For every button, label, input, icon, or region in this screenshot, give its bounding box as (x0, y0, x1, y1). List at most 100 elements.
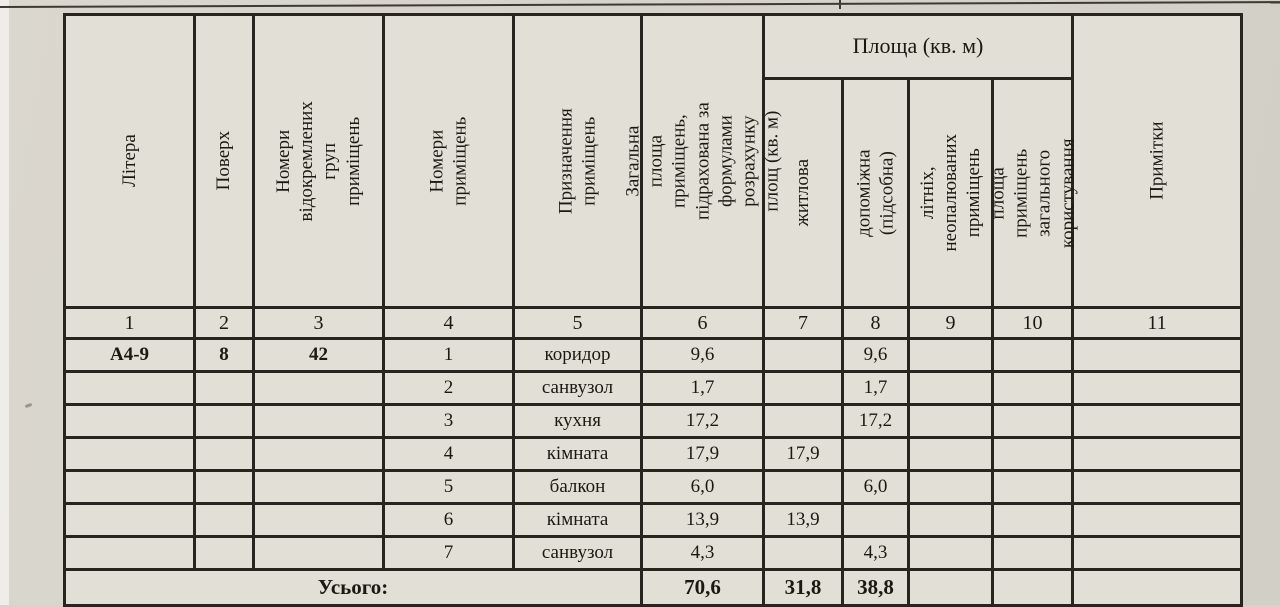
totals-dopomizhna: 38,8 (841, 568, 910, 607)
col-header-zhytlova: житлова (762, 77, 844, 309)
cell-notes (1071, 370, 1244, 406)
col-header-total-area: Загальна площа приміщень, підрахована за… (622, 13, 782, 309)
table-row: 7 санвузол 4,3 4,3 (63, 535, 1244, 571)
header-row-area-subcolumns: житлова допоміжна (підсобна) літніх, нео… (65, 77, 1242, 309)
cell-group-number (252, 502, 385, 538)
col-header-notes: Примітки (1071, 13, 1244, 309)
column-number: 3 (252, 306, 385, 340)
table-row: 5 балкон 6,0 6,0 (63, 469, 1244, 505)
cell-group-number (252, 436, 385, 472)
cell-notes (1071, 337, 1244, 373)
cell-dopomizhna: 1,7 (841, 370, 910, 406)
cell-purpose: кухня (512, 403, 643, 439)
cell-group-number (252, 469, 385, 505)
cell-zhytlova: 13,9 (762, 502, 844, 538)
cell-litnikh (907, 436, 994, 472)
col-header-litera: Літера (63, 13, 196, 309)
table-row: 3 кухня 17,2 17,2 (63, 403, 1244, 439)
cell-total-area: 4,3 (640, 535, 765, 571)
column-numbers-row: 1 2 3 4 5 6 7 8 9 10 11 (63, 306, 1244, 340)
column-number: 5 (512, 306, 643, 340)
cell-litnikh (907, 535, 994, 571)
col-header-poverh: Поверх (193, 13, 255, 309)
cell-litnikh (907, 502, 994, 538)
cell-zhytlova (762, 337, 844, 373)
cell-purpose: кімната (512, 436, 643, 472)
cell-poverh (193, 436, 255, 472)
cell-notes (1071, 403, 1244, 439)
cell-zagalnogo (990, 436, 1075, 472)
col-header-dopomizhna-label: допоміжна (підсобна) (853, 149, 898, 237)
col-header-litera-label: Літера (118, 134, 140, 188)
cell-group-number (252, 370, 385, 406)
table-row: 2 санвузол 1,7 1,7 (63, 370, 1244, 406)
col-header-notes-label: Примітки (1146, 121, 1168, 201)
cell-zagalnogo (990, 337, 1075, 373)
cell-dopomizhna: 9,6 (841, 337, 910, 373)
cell-notes (1071, 502, 1244, 538)
cell-zagalnogo (990, 403, 1075, 439)
totals-zhytlova: 31,8 (762, 568, 844, 607)
cell-poverh (193, 370, 255, 406)
cell-purpose: коридор (512, 337, 643, 373)
column-number: 9 (907, 306, 994, 340)
totals-total-area: 70,6 (640, 568, 765, 607)
paper-edge-strip (0, 0, 9, 605)
column-number: 10 (990, 306, 1075, 340)
cell-zagalnogo (990, 469, 1075, 505)
cell-litera (63, 502, 196, 538)
cell-zagalnogo (990, 370, 1075, 406)
cell-zhytlova: 17,9 (762, 436, 844, 472)
cell-zagalnogo (990, 502, 1075, 538)
col-header-litnikh-label: літніх, неопалюваних приміщень (916, 134, 985, 252)
column-number: 7 (762, 306, 844, 340)
cell-total-area: 13,9 (640, 502, 765, 538)
previous-row-remnant-line (0, 1, 1280, 8)
cell-litera (63, 403, 196, 439)
col-header-room-numbers-label: Номери приміщень (426, 116, 471, 206)
column-number: 6 (640, 306, 765, 340)
col-header-poverh-label: Поверх (213, 131, 235, 191)
cell-dopomizhna: 6,0 (841, 469, 910, 505)
cell-room-number: 3 (382, 403, 515, 439)
cell-zhytlova (762, 370, 844, 406)
cell-group-number (252, 403, 385, 439)
area-group-header: Площа (кв. м) (761, 13, 1075, 80)
cell-notes (1071, 469, 1244, 505)
cell-room-number: 7 (382, 535, 515, 571)
cell-litera: А4-9 (63, 337, 196, 373)
cell-notes (1071, 436, 1244, 472)
cell-group-number: 42 (252, 337, 385, 373)
cell-litnikh (907, 337, 994, 373)
col-header-purpose-label: Призначення приміщень (555, 108, 600, 214)
col-header-purpose: Призначення приміщень (512, 13, 643, 309)
cell-litnikh (907, 370, 994, 406)
cell-poverh: 8 (193, 337, 255, 373)
cell-poverh (193, 403, 255, 439)
totals-zagalnogo (990, 568, 1075, 607)
table-row: 6 кімната 13,9 13,9 (63, 502, 1244, 538)
cell-purpose: санвузол (512, 535, 643, 571)
column-number: 11 (1071, 306, 1244, 340)
cell-zagalnogo (990, 535, 1075, 571)
cell-poverh (193, 535, 255, 571)
totals-notes (1071, 568, 1244, 607)
col-header-litnikh: літніх, неопалюваних приміщень (907, 77, 994, 309)
cell-room-number: 5 (382, 469, 515, 505)
column-number: 8 (841, 306, 910, 340)
column-number: 2 (193, 306, 255, 340)
col-header-room-numbers: Номери приміщень (382, 13, 515, 309)
cell-litnikh (907, 403, 994, 439)
cell-total-area: 17,2 (640, 403, 765, 439)
cell-room-number: 4 (382, 436, 515, 472)
cell-litera (63, 436, 196, 472)
cell-poverh (193, 469, 255, 505)
cell-dopomizhna (841, 436, 910, 472)
cell-zhytlova (762, 403, 844, 439)
cell-zhytlova (762, 535, 844, 571)
table-row: А4-9 8 42 1 коридор 9,6 9,6 (63, 337, 1244, 373)
cell-litera (63, 535, 196, 571)
cell-room-number: 2 (382, 370, 515, 406)
header-row-top: Літера Поверх Номери відокремлених груп … (63, 13, 1244, 309)
